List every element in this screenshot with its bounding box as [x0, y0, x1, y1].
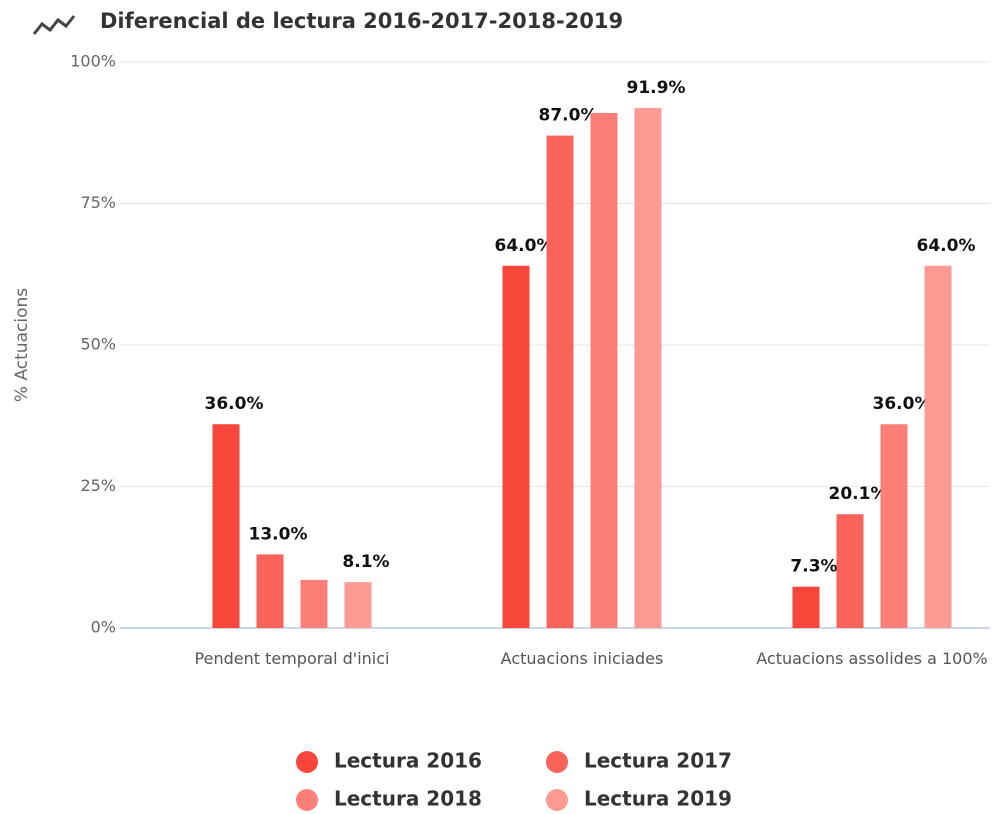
data-label: 64.0% [917, 236, 976, 256]
bar [300, 579, 328, 628]
data-label: 91.9% [627, 78, 686, 98]
data-label: 36.0% [873, 394, 932, 414]
bar [344, 582, 372, 628]
legend-marker [296, 789, 318, 811]
data-label: 7.3% [790, 557, 837, 577]
y-tick-label: 0% [91, 618, 116, 637]
bar [792, 586, 820, 628]
bar [590, 112, 618, 628]
legend-marker [546, 751, 568, 773]
data-label: 20.1% [829, 484, 888, 504]
bar [880, 424, 908, 628]
bar [836, 514, 864, 628]
bar [256, 554, 284, 628]
legend-label: Lectura 2019 [584, 787, 732, 811]
data-label: 36.0% [205, 394, 264, 414]
y-tick-label: 50% [80, 335, 116, 354]
y-tick-label: 100% [70, 52, 116, 71]
y-tick-label: 25% [80, 476, 116, 495]
data-label: 64.0% [495, 236, 554, 256]
title-icon [32, 15, 76, 35]
y-axis-label: % Actuacions [12, 288, 32, 402]
legend-label: Lectura 2018 [334, 787, 482, 811]
bar [924, 265, 952, 628]
bar [502, 265, 530, 628]
data-label: 87.0% [539, 106, 598, 126]
x-tick-label: Pendent temporal d'inici [194, 649, 390, 668]
chart-title: Diferencial de lectura 2016-2017-2018-20… [100, 9, 623, 33]
legend-label: Lectura 2016 [334, 749, 482, 773]
x-tick-label: Actuacions assolides a 100% [756, 649, 988, 668]
legend-marker [296, 751, 318, 773]
data-label: 13.0% [249, 524, 308, 544]
bar [634, 107, 662, 628]
bar [546, 135, 574, 628]
bar [212, 424, 240, 628]
y-tick-label: 75% [80, 193, 116, 212]
x-tick-label: Actuacions iniciades [500, 649, 664, 668]
data-label: 8.1% [342, 552, 389, 572]
legend-label: Lectura 2017 [584, 749, 732, 773]
legend-marker [546, 789, 568, 811]
